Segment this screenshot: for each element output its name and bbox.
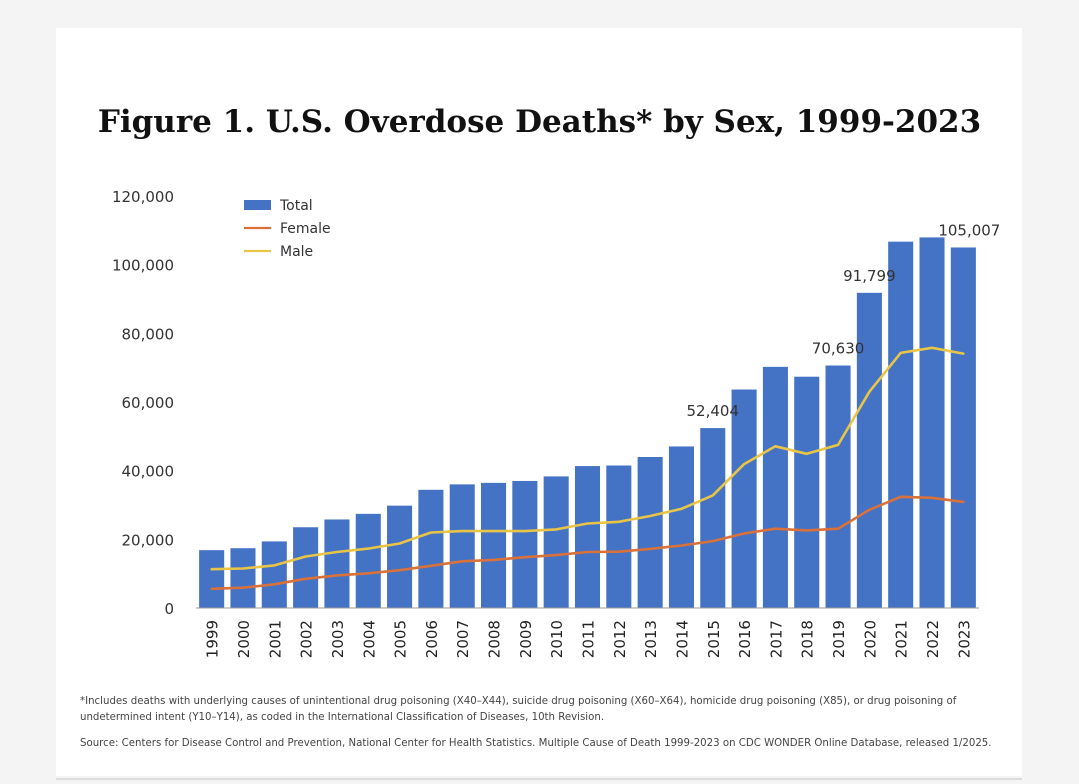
bar-2017: [762, 366, 788, 608]
x-tick-label: 2002: [298, 620, 316, 658]
bar-2012: [606, 465, 632, 608]
bar-2006: [418, 489, 444, 608]
x-tick-label: 2004: [360, 620, 378, 658]
y-tick-label: 0: [164, 600, 174, 618]
line-female: [210, 495, 965, 591]
y-tick-label: 80,000: [122, 325, 175, 343]
overdose-chart: 0 20,000 40,000 60,000 80,000 100,000 120,000 1…: [112, 188, 1000, 658]
x-tick-label: 2017: [767, 620, 785, 658]
bar-2008: [481, 482, 507, 608]
x-tick-label: 2005: [392, 620, 410, 658]
x-tick-label: 2006: [423, 620, 441, 658]
x-tick-label: 2009: [517, 620, 535, 658]
data-label-2015: 52,404: [687, 402, 740, 420]
x-tick-label: 2016: [736, 620, 754, 658]
x-tick-label: 2001: [266, 620, 284, 658]
data-label-2020: 91,799: [843, 267, 896, 285]
x-tick-label: 2010: [548, 620, 566, 658]
bar-2001: [261, 541, 287, 608]
bar-2002: [293, 527, 319, 608]
x-tick-label: 2011: [580, 620, 598, 658]
x-tick-label: 2012: [611, 620, 629, 658]
y-tick-label: 40,000: [122, 463, 175, 481]
bar-2007: [449, 484, 475, 608]
bar-2014: [668, 446, 694, 608]
x-tick-label: 2020: [861, 620, 879, 658]
bar-2005: [387, 505, 413, 608]
bar-2013: [637, 456, 663, 608]
x-tick-label: 2013: [642, 620, 660, 658]
legend-label-female: Female: [280, 221, 331, 237]
x-tick-label: 1999: [204, 620, 222, 658]
bar-2022: [919, 237, 945, 608]
x-tick-label: 2003: [329, 620, 347, 658]
bar-1999: [199, 550, 225, 608]
bar-2010: [543, 476, 569, 608]
x-tick-label: 2008: [486, 620, 504, 658]
x-tick-label: 2015: [705, 620, 723, 658]
y-tick-label: 120,000: [112, 188, 174, 206]
bar-2016: [731, 389, 757, 608]
x-tick-label: 2019: [830, 620, 848, 658]
bar-2003: [324, 519, 350, 608]
y-tick-label: 20,000: [122, 531, 175, 549]
bar-2009: [512, 480, 538, 608]
x-tick-label: 2007: [454, 620, 472, 658]
x-tick-label: 2021: [893, 620, 911, 658]
bar-2011: [574, 466, 601, 608]
chart-title: Figure 1. U.S. Overdose Deaths* by Sex, …: [97, 104, 982, 140]
x-tick-label: 2014: [673, 620, 691, 658]
bar-2000: [230, 548, 256, 608]
source-note: Source: Centers for Disease Control and …: [80, 738, 992, 749]
x-tick-label: 2018: [799, 620, 817, 658]
bar-2018: [794, 376, 820, 608]
data-label-2019: 70,630: [812, 340, 865, 358]
footnote: *Includes deaths with underlying causes …: [80, 696, 957, 723]
divider: [56, 778, 1022, 780]
legend-label-total: Total: [279, 198, 313, 214]
bar-2023: [950, 247, 976, 609]
y-tick-label: 60,000: [122, 394, 175, 412]
line-male: [210, 346, 965, 571]
bar-2021: [888, 241, 914, 609]
legend-swatch-total: [244, 200, 271, 210]
legend-label-male: Male: [280, 244, 313, 260]
data-label-2023: 105,007: [938, 221, 1000, 239]
bar-2015: [700, 428, 726, 608]
x-tick-label: 2022: [924, 620, 942, 658]
x-tick-label: 2000: [235, 620, 253, 658]
y-tick-label: 100,000: [112, 257, 174, 275]
bar-2004: [355, 513, 381, 608]
bar-2020: [856, 292, 882, 608]
bar-2019: [825, 365, 851, 608]
x-tick-label: 2023: [955, 620, 973, 658]
